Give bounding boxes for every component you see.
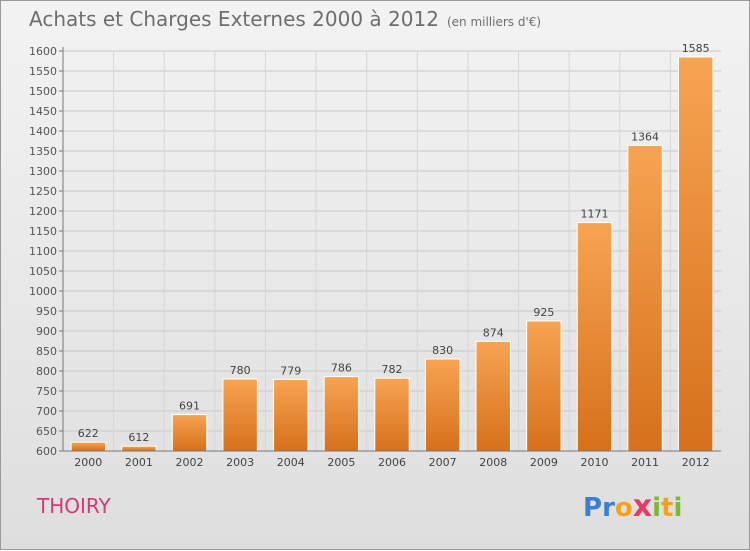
title-text: Achats et Charges Externes 2000 à 2012 [29,7,439,31]
y-tick-label: 750 [36,385,57,398]
bar [70,441,107,452]
data-label: 780 [230,364,251,377]
y-tick-label: 1250 [29,185,57,198]
data-label: 874 [483,326,504,339]
bar [475,340,511,452]
data-label: 691 [179,400,200,413]
y-tick-label: 950 [36,305,57,318]
logo-letter: P [583,493,603,523]
chart-title: Achats et Charges Externes 2000 à 2012 (e… [29,7,541,31]
x-tick-label: 2004 [277,456,305,469]
y-tick-label: 700 [36,405,57,418]
y-tick-label: 1550 [29,65,57,78]
x-tick-label: 2006 [378,456,406,469]
bar [677,56,714,452]
y-tick-label: 1600 [29,45,57,58]
proxiti-logo: Proxiti [583,489,682,524]
logo-letter: t [661,493,674,523]
data-label: 1585 [682,42,710,55]
x-tick-label: 2001 [125,456,153,469]
x-tick-label: 2009 [530,456,558,469]
y-tick-label: 800 [36,365,57,378]
y-tick-label: 1350 [29,145,57,158]
data-label: 782 [382,363,403,376]
logo-letter: r [602,493,615,523]
bar [526,320,562,452]
data-label: 622 [78,427,99,440]
y-tick-label: 650 [36,425,57,438]
commune-name: THOIRY [37,494,111,518]
y-tick-label: 600 [36,445,57,458]
data-label: 786 [331,362,352,375]
x-tick-label: 2011 [631,456,659,469]
y-tick-label: 1300 [29,165,57,178]
bar [576,222,613,452]
x-tick-label: 2000 [74,456,102,469]
y-tick-label: 1050 [29,265,57,278]
x-tick-label: 2012 [682,456,710,469]
bar [171,414,208,452]
x-tick-label: 2008 [479,456,507,469]
bar [273,378,309,452]
chart-subtitle: (en milliers d'€) [446,15,542,29]
bar [323,376,360,452]
y-tick-label: 1200 [29,205,57,218]
data-label: 1171 [580,208,608,221]
data-label: 779 [280,364,301,377]
bar [222,378,258,452]
y-tick-label: 1150 [29,225,57,238]
x-tick-label: 2005 [327,456,355,469]
y-tick-label: 1400 [29,125,57,138]
x-tick-label: 2002 [176,456,204,469]
x-tick-label: 2007 [429,456,457,469]
logo-letter: i [673,493,683,523]
y-tick-label: 900 [36,325,57,338]
bar [627,144,663,452]
y-tick-label: 1500 [29,85,57,98]
bar [374,377,410,452]
data-label: 925 [533,306,554,319]
bar [424,358,461,452]
y-tick-label: 1000 [29,285,57,298]
x-tick-label: 2003 [226,456,254,469]
bar [121,445,157,452]
logo-letter: i [652,493,662,523]
data-label: 830 [432,344,453,357]
data-label: 1364 [631,130,659,143]
y-tick-label: 1100 [29,245,57,258]
y-tick-label: 850 [36,345,57,358]
y-tick-label: 1450 [29,105,57,118]
logo-letter: x [632,489,653,524]
logo-letter: o [614,493,633,523]
data-label: 612 [128,431,149,444]
x-tick-label: 2010 [580,456,608,469]
